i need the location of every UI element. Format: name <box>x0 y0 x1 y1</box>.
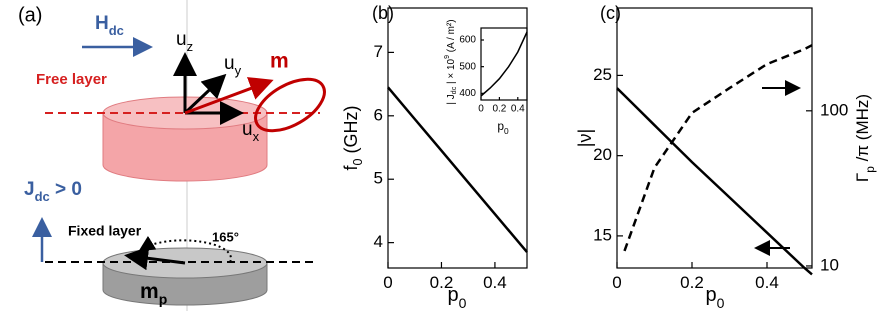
label-part: |ν| <box>575 129 595 147</box>
label-part: p <box>706 284 717 306</box>
label-part: 0 <box>459 295 467 311</box>
label-part: 0 <box>351 158 365 165</box>
angle-label: 165° <box>212 229 239 244</box>
y-tick-label: 7 <box>374 42 383 61</box>
uy-label: uy <box>224 53 242 78</box>
y2-tick-label: 100 <box>820 100 848 119</box>
x-tick-label: 0 <box>478 104 484 115</box>
free-layer-label: Free layer <box>36 71 107 88</box>
figure: (a) Hdc Free layer uz uy ux m Jdc > 0 Fi… <box>0 0 892 311</box>
label-part: (A / m²) <box>446 19 457 55</box>
label-part: 0 <box>504 126 509 136</box>
jdc-label: Jdc > 0 <box>24 179 82 204</box>
label-part: | × 10 <box>446 58 457 86</box>
x-tick-label: 0.2 <box>680 273 704 292</box>
label-part: (GHz) <box>341 105 361 158</box>
x-axis-label: p0 <box>448 284 467 310</box>
t: y <box>235 63 242 78</box>
x-axis-label: p0 <box>497 119 509 136</box>
t: J <box>24 179 35 200</box>
panel-a: (a) Hdc Free layer uz uy ux m Jdc > 0 Fi… <box>18 0 333 311</box>
t: u <box>224 53 235 74</box>
t: dc <box>109 23 124 38</box>
data-line <box>617 88 812 274</box>
panel-label: (b) <box>372 3 394 23</box>
x-tick-label: 0.4 <box>755 273 779 292</box>
y-tick-label: 6 <box>374 105 383 124</box>
y-axis-label: f0 (GHz) <box>341 105 366 170</box>
y-tick-label: 25 <box>593 65 612 84</box>
y2-axis-label: Γp /π (MHz) <box>853 94 877 182</box>
x-axis-label: p0 <box>706 284 725 310</box>
x-tick-label: 0 <box>383 273 392 292</box>
y-tick-label: 5 <box>374 169 383 188</box>
t: H <box>95 13 109 34</box>
label-part: /π (MHz) <box>853 94 872 166</box>
label-part: 0 <box>717 295 725 311</box>
t: > 0 <box>50 179 82 200</box>
x-tick-label: 0.4 <box>483 273 507 292</box>
t: z <box>187 39 194 54</box>
t: p <box>159 291 168 307</box>
label-part: | J <box>446 94 457 104</box>
y2-tick-label: 10 <box>820 255 839 274</box>
hdc-label: Hdc <box>95 13 124 38</box>
label-part: Γ <box>853 173 872 182</box>
panel-label: (a) <box>18 4 42 26</box>
x-tick-label: 0.2 <box>492 104 506 115</box>
m-label: m <box>270 50 289 73</box>
x-tick-label: 0.4 <box>511 104 525 115</box>
y-axis-label: |ν| <box>575 129 595 147</box>
data-line <box>481 32 527 96</box>
data-line <box>625 45 813 251</box>
t: dc <box>35 189 50 204</box>
y-tick-label: 500 <box>459 61 476 72</box>
y-tick-label: 400 <box>459 88 476 99</box>
y-tick-label: 4 <box>374 232 383 251</box>
panel-label: (c) <box>600 3 621 23</box>
t: m <box>140 280 159 303</box>
t: x <box>253 129 260 144</box>
y-tick-label: 20 <box>593 145 612 164</box>
y-tick-label: 600 <box>459 35 476 46</box>
t: u <box>242 119 253 140</box>
y-axis-label: | Jdc | × 109 (A / m²) <box>444 19 458 104</box>
label-part: p <box>448 284 459 306</box>
y-tick-label: 15 <box>593 225 612 244</box>
fixed-layer-label: Fixed layer <box>68 223 142 239</box>
plot-frame <box>617 8 812 268</box>
t: u <box>176 29 187 50</box>
x-tick-label: 0 <box>612 273 621 292</box>
uz-label: uz <box>176 29 193 54</box>
